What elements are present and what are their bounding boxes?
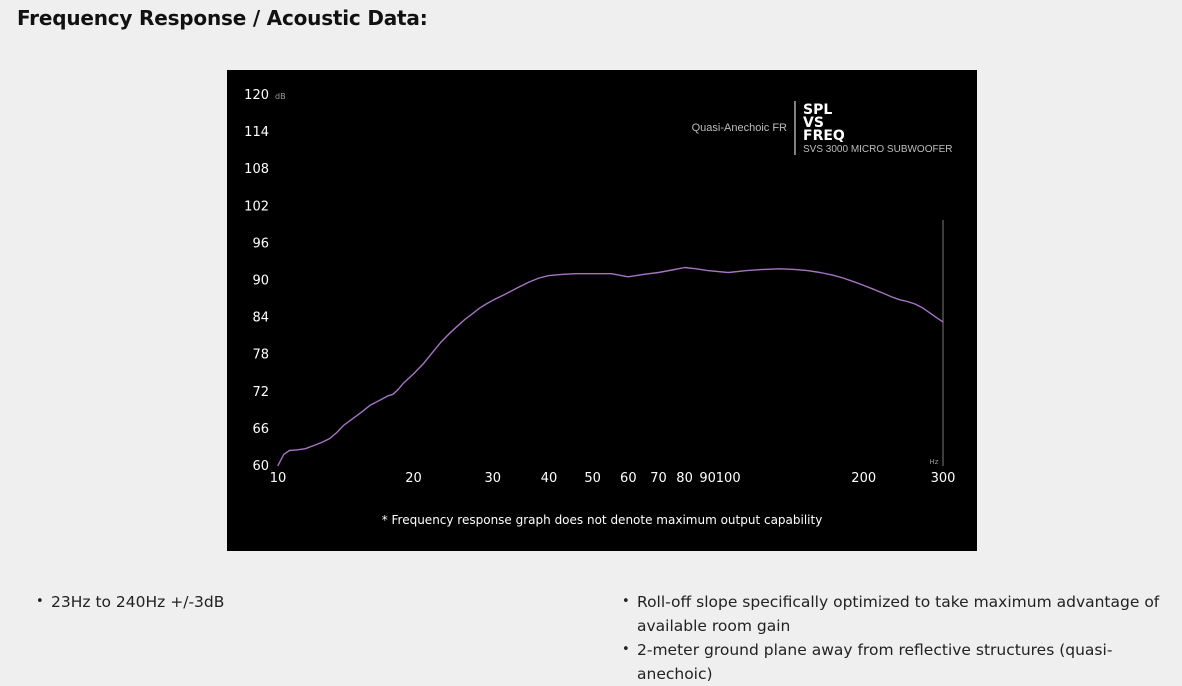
list-item: Roll-off slope specifically optimized to…	[622, 590, 1177, 638]
x-tick-label: 60	[620, 471, 637, 486]
list-item: 2-meter ground plane away from reflectiv…	[622, 638, 1177, 686]
x-tick-label: 300	[931, 471, 956, 486]
legend-label: Quasi-Anechoic FR	[692, 122, 787, 134]
series-line-quasi-anechoic-fr	[277, 266, 944, 467]
section-heading: Frequency Response / Acoustic Data:	[17, 6, 428, 30]
y-tick-label: 78	[252, 348, 269, 363]
chart-title-block: Quasi-Anechoic FR SPL VS FREQ SVS 3000 M…	[692, 101, 952, 155]
y-tick-label: 72	[252, 385, 269, 400]
y-tick-label: 60	[252, 459, 269, 474]
frequency-response-chart: 120 114 108 102 96 90 84 78 72 66 60 dB 10 20 30 40 50…	[227, 70, 977, 551]
y-tick-label: 120	[244, 88, 269, 103]
y-axis-tick-labels: 120 114 108 102 96 90 84 78 72 66 60	[244, 88, 269, 474]
x-tick-label: 40	[541, 471, 558, 486]
y-tick-label: 84	[252, 311, 269, 326]
x-tick-label: 80	[676, 471, 693, 486]
y-tick-label: 108	[244, 162, 269, 177]
x-tick-label: 30	[485, 471, 502, 486]
x-tick-label: 90	[699, 471, 716, 486]
x-tick-label: 50	[584, 471, 601, 486]
x-tick-label: 10	[270, 471, 287, 486]
y-tick-label: 102	[244, 199, 269, 214]
x-tick-label: 70	[650, 471, 667, 486]
chart-subtitle: SVS 3000 MICRO SUBWOOFER	[803, 144, 952, 155]
specs-list-right: Roll-off slope specifically optimized to…	[622, 590, 1177, 686]
x-tick-label: 200	[851, 471, 876, 486]
x-tick-label: 100	[716, 471, 741, 486]
x-axis-tick-labels: 10 20 30 40 50 60 70 80 90 100 200 300	[270, 471, 956, 486]
chart-footnote: * Frequency response graph does not deno…	[382, 513, 823, 527]
chart-title-line-2: VS	[803, 115, 824, 131]
x-tick-label: 20	[405, 471, 422, 486]
y-tick-label: 96	[252, 236, 269, 251]
y-tick-label: 66	[252, 422, 269, 437]
y-axis-unit-label: dB	[275, 92, 286, 101]
chart-svg: 120 114 108 102 96 90 84 78 72 66 60 dB 10 20 30 40 50…	[244, 88, 956, 527]
y-tick-label: 114	[244, 125, 269, 140]
y-tick-label: 90	[252, 274, 269, 289]
chart-title-line-3: FREQ	[803, 128, 845, 144]
x-axis-unit-label: Hz	[930, 458, 939, 466]
chart-title-line-1: SPL	[803, 102, 832, 118]
specs-list-left: 23Hz to 240Hz +/-3dB	[36, 590, 576, 614]
list-item: 23Hz to 240Hz +/-3dB	[36, 590, 576, 614]
